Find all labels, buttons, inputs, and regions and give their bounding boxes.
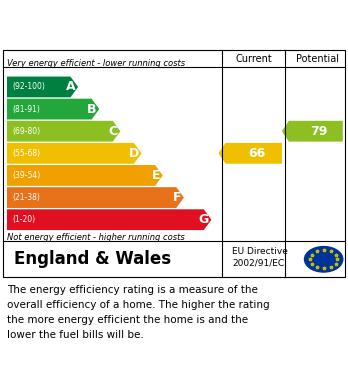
Polygon shape [7, 187, 184, 208]
Text: B: B [87, 102, 96, 116]
Polygon shape [7, 165, 163, 186]
Text: EU Directive
2002/91/EC: EU Directive 2002/91/EC [232, 247, 288, 267]
Text: G: G [198, 213, 208, 226]
Text: C: C [109, 125, 118, 138]
Text: (21-38): (21-38) [12, 193, 40, 202]
Text: Potential: Potential [296, 54, 339, 63]
Polygon shape [7, 209, 211, 230]
Text: Not energy efficient - higher running costs: Not energy efficient - higher running co… [7, 233, 185, 242]
Text: Energy Efficiency Rating: Energy Efficiency Rating [10, 16, 232, 32]
Text: (69-80): (69-80) [12, 127, 40, 136]
Text: E: E [151, 169, 160, 182]
Polygon shape [7, 121, 120, 142]
Text: (55-68): (55-68) [12, 149, 40, 158]
Text: 79: 79 [311, 125, 328, 138]
Text: Current: Current [235, 54, 272, 63]
Text: D: D [128, 147, 139, 160]
Text: (81-91): (81-91) [12, 104, 40, 113]
Text: F: F [173, 191, 181, 204]
Polygon shape [7, 143, 142, 164]
Polygon shape [282, 121, 343, 142]
Text: England & Wales: England & Wales [14, 250, 171, 268]
Text: (39-54): (39-54) [12, 171, 40, 180]
Text: The energy efficiency rating is a measure of the
overall efficiency of a home. T: The energy efficiency rating is a measur… [7, 285, 269, 339]
Polygon shape [7, 77, 78, 97]
Text: Very energy efficient - lower running costs: Very energy efficient - lower running co… [7, 59, 185, 68]
Circle shape [304, 247, 343, 272]
Polygon shape [219, 143, 282, 164]
Text: (92-100): (92-100) [12, 83, 45, 91]
Polygon shape [7, 99, 99, 120]
Text: A: A [66, 81, 75, 93]
Text: 66: 66 [248, 147, 266, 160]
Text: (1-20): (1-20) [12, 215, 35, 224]
